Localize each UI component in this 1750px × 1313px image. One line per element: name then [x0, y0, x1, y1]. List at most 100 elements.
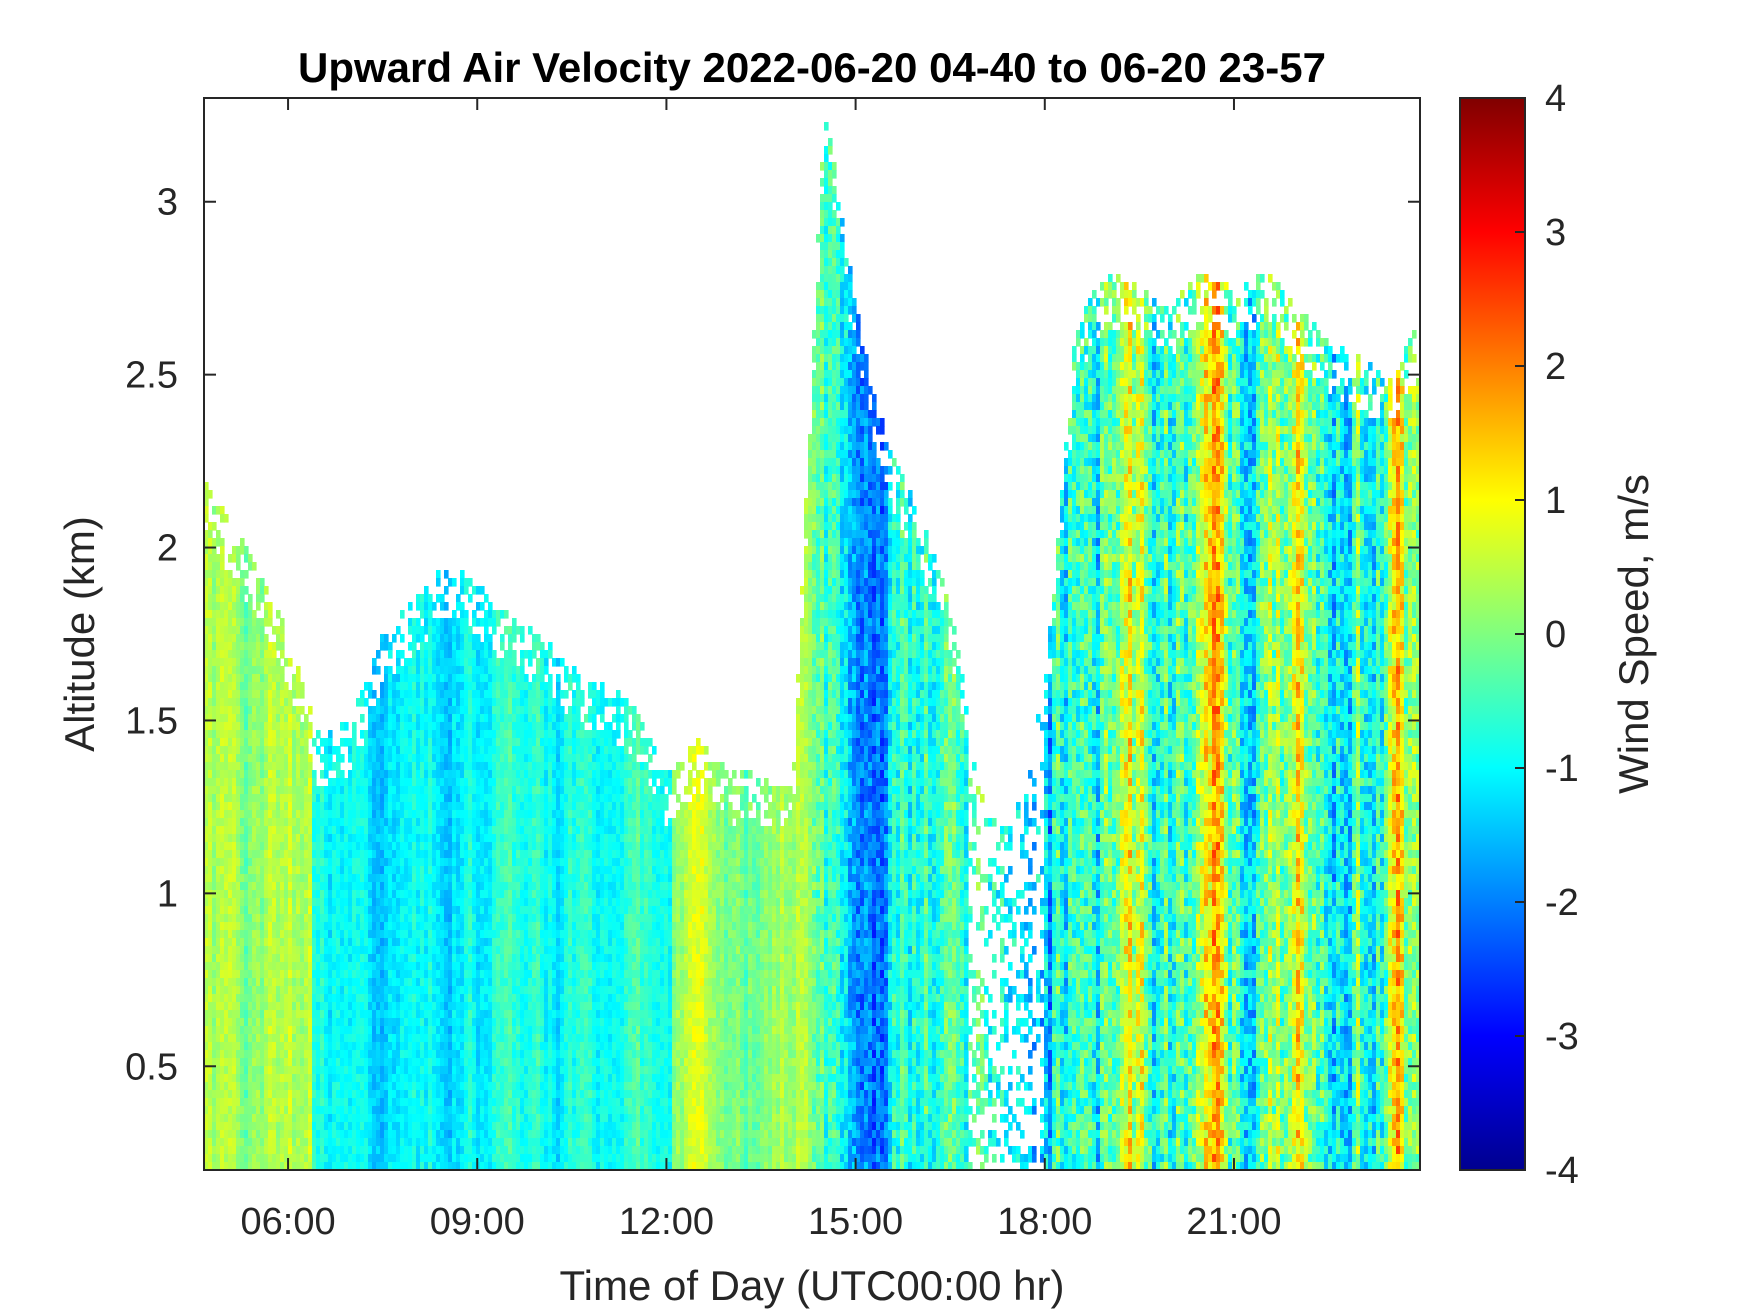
heatmap-cell — [392, 1146, 397, 1155]
heatmap-cell — [412, 1026, 417, 1035]
heatmap-cell — [344, 858, 349, 867]
heatmap-cell — [404, 1098, 409, 1107]
heatmap-cell — [396, 1146, 401, 1155]
heatmap-cell — [464, 706, 469, 715]
heatmap-cell — [480, 642, 485, 651]
heatmap-cell — [376, 826, 381, 835]
heatmap-cell — [432, 1026, 437, 1035]
heatmap-cell — [208, 618, 213, 627]
heatmap-cell — [204, 698, 209, 707]
heatmap-cell — [500, 906, 505, 915]
heatmap-cell — [484, 826, 489, 835]
heatmap-cell — [208, 962, 213, 971]
heatmap-cell — [328, 994, 333, 1003]
heatmap-cell — [424, 906, 429, 915]
heatmap-cell — [424, 1090, 429, 1099]
heatmap-cell — [484, 746, 489, 755]
heatmap-cell — [484, 1130, 489, 1139]
heatmap-cell — [472, 1098, 477, 1107]
heatmap-cell — [360, 818, 365, 827]
heatmap-cell — [480, 690, 485, 699]
heatmap-cell — [220, 834, 225, 843]
heatmap-cell — [228, 1002, 233, 1011]
heatmap-cell — [500, 1018, 505, 1027]
heatmap-cell — [416, 930, 421, 939]
heatmap-cell — [208, 818, 213, 827]
heatmap-cell — [420, 866, 425, 875]
heatmap-cell — [260, 802, 265, 811]
heatmap-cell — [464, 682, 469, 691]
heatmap-cell — [268, 690, 273, 699]
heatmap-cell — [280, 682, 285, 691]
heatmap-cell — [308, 994, 313, 1003]
heatmap-cell — [236, 650, 241, 659]
heatmap-cell — [408, 602, 413, 611]
heatmap-cell — [440, 746, 445, 755]
heatmap-cell — [396, 1050, 401, 1059]
heatmap-cell — [352, 858, 357, 867]
heatmap-cell — [348, 1042, 353, 1051]
heatmap-cell — [384, 746, 389, 755]
heatmap-cell — [228, 770, 233, 779]
heatmap-cell — [412, 690, 417, 699]
heatmap-cell — [252, 1098, 257, 1107]
heatmap-cell — [460, 778, 465, 787]
heatmap-cell — [468, 810, 473, 819]
heatmap-cell — [264, 1026, 269, 1035]
heatmap-cell — [248, 762, 253, 771]
heatmap-cell — [324, 930, 329, 939]
heatmap-cell — [316, 850, 321, 859]
heatmap-cell — [204, 514, 209, 523]
heatmap-cell — [452, 890, 457, 899]
heatmap-cell — [496, 1106, 501, 1115]
heatmap-cell — [232, 1106, 237, 1115]
heatmap-cell — [276, 658, 281, 667]
heatmap-cell — [392, 1050, 397, 1059]
heatmap-cell — [304, 906, 309, 915]
heatmap-cell — [380, 754, 385, 763]
heatmap-cell — [404, 834, 409, 843]
heatmap-cell — [300, 762, 305, 771]
heatmap-cell — [224, 714, 229, 723]
heatmap-cell — [340, 898, 345, 907]
heatmap-cell — [412, 1074, 417, 1083]
heatmap-cell — [216, 922, 221, 931]
heatmap-cell — [352, 1026, 357, 1035]
heatmap-cell — [460, 850, 465, 859]
heatmap-cell — [496, 802, 501, 811]
heatmap-cell — [244, 746, 249, 755]
heatmap-cell — [316, 1146, 321, 1155]
heatmap-cell — [452, 746, 457, 755]
heatmap-cell — [240, 1010, 245, 1019]
heatmap-cell — [448, 954, 453, 963]
heatmap-cell — [244, 866, 249, 875]
heatmap-cell — [220, 1162, 225, 1170]
heatmap-cell — [496, 818, 501, 827]
heatmap-cell — [420, 970, 425, 979]
heatmap-cell — [404, 1122, 409, 1131]
heatmap-cell — [244, 786, 249, 795]
heatmap-cell — [476, 874, 481, 883]
heatmap-cell — [372, 1050, 377, 1059]
heatmap-cell — [440, 754, 445, 763]
heatmap-cell — [212, 506, 217, 515]
heatmap-cell — [284, 1074, 289, 1083]
heatmap-cell — [396, 1018, 401, 1027]
heatmap-cell — [392, 722, 397, 731]
heatmap-cell — [492, 874, 497, 883]
heatmap-cell — [244, 858, 249, 867]
heatmap-cell — [220, 1090, 225, 1099]
heatmap-cell — [448, 722, 453, 731]
heatmap-cell — [224, 794, 229, 803]
heatmap-cell — [360, 1074, 365, 1083]
heatmap-cell — [444, 1010, 449, 1019]
heatmap-cell — [500, 954, 505, 963]
heatmap-cell — [460, 674, 465, 683]
heatmap-cell — [492, 882, 497, 891]
heatmap-cell — [388, 706, 393, 715]
heatmap-cell — [316, 826, 321, 835]
heatmap-cell — [424, 778, 429, 787]
heatmap-cell — [208, 1122, 213, 1131]
heatmap-cell — [220, 954, 225, 963]
heatmap-cell — [480, 706, 485, 715]
